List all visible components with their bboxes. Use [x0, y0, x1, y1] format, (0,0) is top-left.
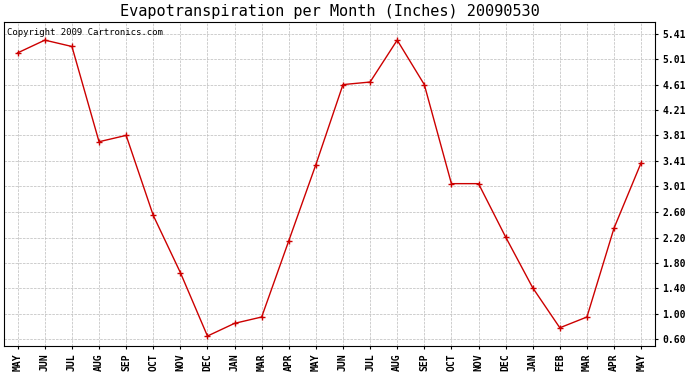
Title: Evapotranspiration per Month (Inches) 20090530: Evapotranspiration per Month (Inches) 20…: [119, 4, 540, 19]
Text: Copyright 2009 Cartronics.com: Copyright 2009 Cartronics.com: [8, 28, 164, 37]
